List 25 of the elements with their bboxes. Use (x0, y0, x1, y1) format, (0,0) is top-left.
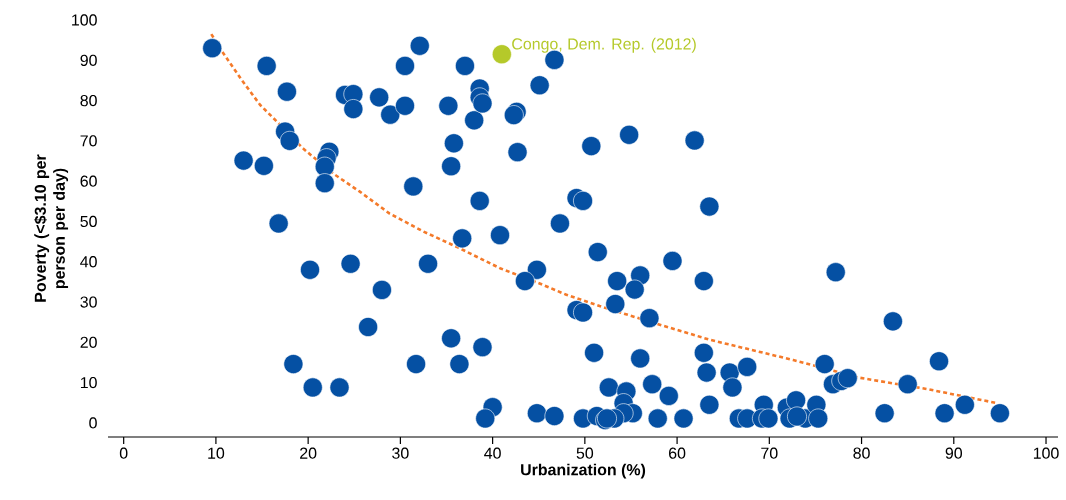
y-tick-label: 70 (80, 135, 97, 147)
x-tick-label: 80 (853, 447, 870, 459)
y-axis-title: Poverty (<$3.10 per person per day) (33, 154, 69, 302)
y-tick-label: 0 (89, 417, 97, 429)
x-tick-label: 40 (484, 447, 501, 459)
y-tick-label: 20 (80, 336, 97, 348)
annotation: Congo, Dem. Rep. (2012) (512, 37, 696, 53)
x-tick-label: 0 (119, 447, 128, 459)
x-axis-title: Urbanization (%) (521, 463, 646, 479)
y-tick-label: 50 (80, 215, 97, 228)
x-tick-label: 50 (576, 447, 594, 459)
y-tick-label: 40 (80, 256, 97, 268)
x-tick-label: 20 (300, 447, 317, 459)
x-tick-label: 100 (1033, 447, 1059, 459)
x-tick-label: 70 (761, 447, 778, 459)
y-tick-label: 10 (80, 376, 97, 389)
x-tick-label: 60 (669, 447, 686, 459)
y-tick-label: 60 (80, 175, 97, 187)
y-tick-label: 100 (72, 14, 97, 26)
y-tick-label: 30 (80, 296, 97, 308)
x-tick-label: 90 (945, 447, 963, 459)
y-tick-label: 80 (80, 94, 97, 107)
x-tick-label: 10 (208, 447, 225, 459)
y-tick-label: 90 (80, 54, 97, 66)
x-tick-label: 30 (392, 447, 409, 459)
